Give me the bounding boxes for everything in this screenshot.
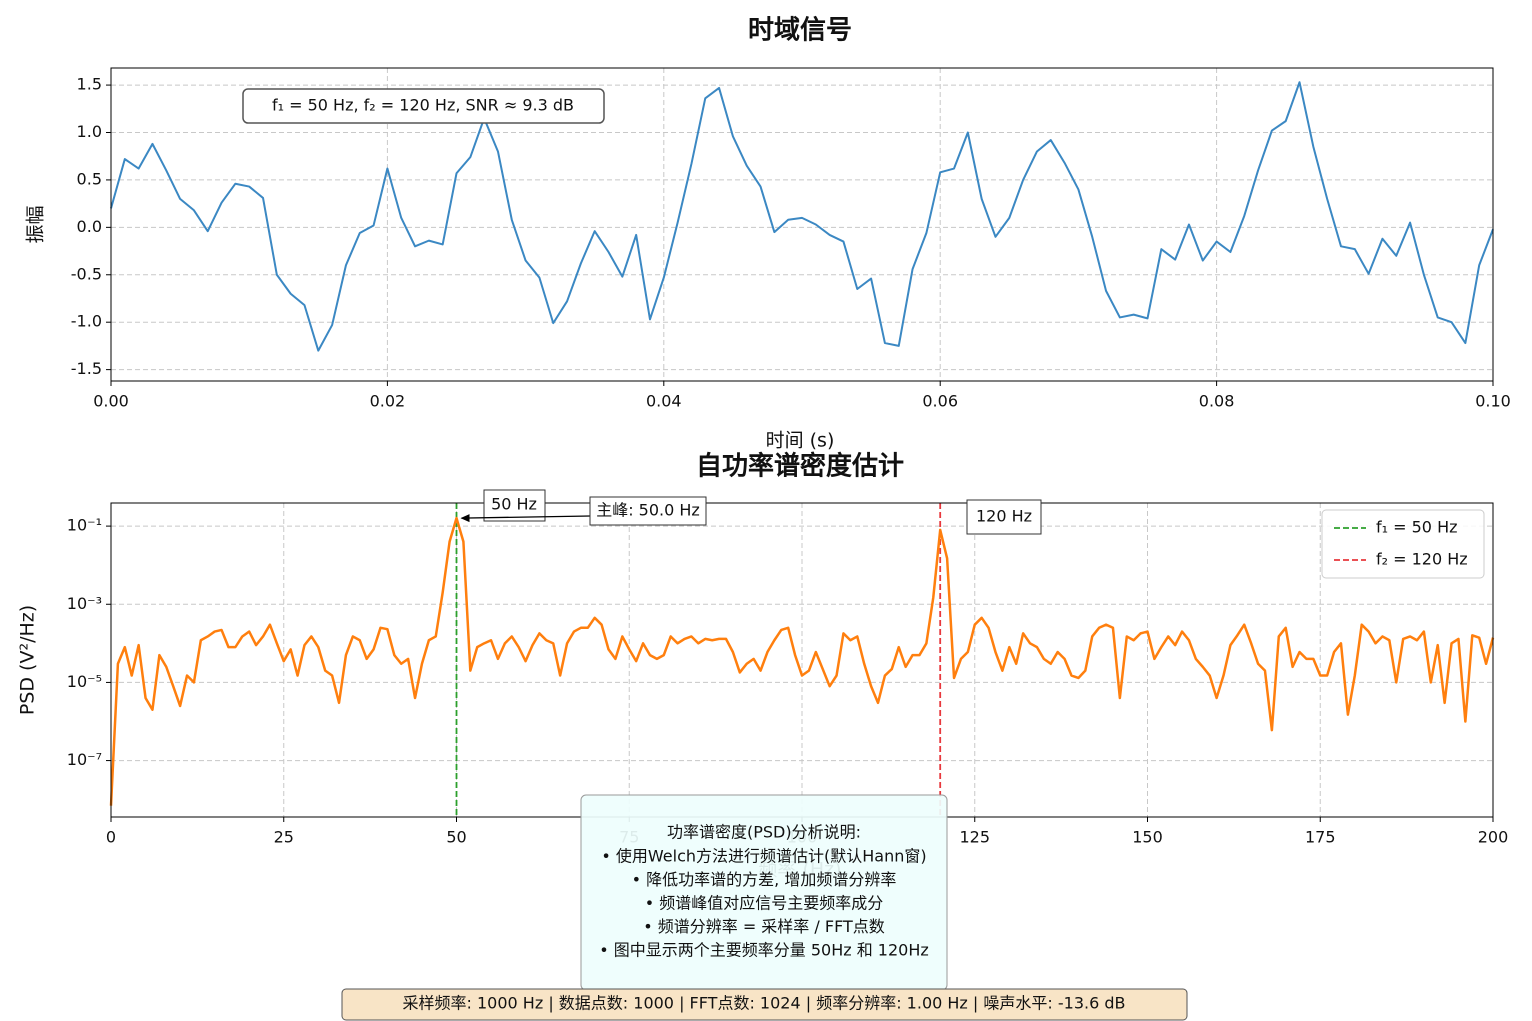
data-line — [110, 81, 1494, 352]
x-tick-label: 0.06 — [922, 392, 958, 411]
annotation-arrow — [461, 515, 591, 519]
legend-label: f₂ = 120 Hz — [1376, 550, 1468, 569]
x-tick-label: 0.00 — [93, 392, 129, 411]
y-tick-label: -1.5 — [71, 359, 102, 378]
y-tick-label: 10⁻¹ — [67, 516, 102, 535]
x-tick-label: 0.02 — [370, 392, 406, 411]
y-tick-label: 1.0 — [77, 122, 102, 141]
annotation: f₁ = 50 Hz, f₂ = 120 Hz, SNR ≈ 9.3 dB — [272, 96, 574, 115]
x-tick-label: 125 — [959, 828, 990, 847]
y-tick-label: 10⁻⁵ — [67, 672, 102, 691]
annotation: 主峰: 50.0 Hz — [596, 501, 700, 520]
footer: 采样频率: 1000 Hz | 数据点数: 1000 | FFT点数: 1024… — [403, 994, 1126, 1013]
legend-label: f₁ = 50 Hz — [1376, 518, 1458, 537]
x-tick-label: 175 — [1305, 828, 1336, 847]
note-title: 功率谱密度(PSD)分析说明: — [667, 823, 861, 842]
note-line: • 使用Welch方法进行频谱估计(默认Hann窗) — [601, 847, 926, 866]
note-line: • 图中显示两个主要频率分量 50Hz 和 120Hz — [599, 941, 929, 960]
x-tick-label: 0.08 — [1199, 392, 1235, 411]
note-line: • 频谱峰值对应信号主要频率成分 — [645, 894, 884, 913]
x-tick-label: 0.10 — [1475, 392, 1511, 411]
y-tick-label: 10⁻⁷ — [67, 750, 102, 769]
y-tick-label: 0.0 — [77, 217, 102, 236]
y-axis-label: 振幅 — [25, 205, 47, 243]
legend-box — [1321, 509, 1485, 579]
x-tick-label: 25 — [274, 828, 294, 847]
x-tick-label: 200 — [1478, 828, 1509, 847]
chart-title: 时域信号 — [748, 16, 852, 46]
y-tick-label: 0.5 — [77, 169, 102, 188]
annotation-box — [242, 88, 605, 124]
chart-title: 自功率谱密度估计 — [696, 451, 904, 482]
y-tick-label: -1.0 — [71, 312, 102, 331]
arrow-head — [460, 514, 470, 523]
y-tick-label: -0.5 — [71, 264, 102, 283]
x-tick-label: 50 — [446, 828, 466, 847]
annotation: 120 Hz — [976, 507, 1032, 526]
note-line: • 降低功率谱的方差, 增加频谱分辨率 — [632, 870, 897, 889]
x-tick-label: 0.04 — [646, 392, 682, 411]
axes-frame — [110, 67, 1494, 382]
annotation-box — [483, 489, 546, 522]
x-tick-label: 150 — [1132, 828, 1163, 847]
y-tick-label: 10⁻³ — [67, 594, 102, 613]
data-line — [109, 516, 1495, 806]
annotation-box — [966, 499, 1042, 535]
y-axis-label: PSD (V²/Hz) — [17, 605, 39, 715]
note-line: • 频谱分辨率 = 采样率 / FFT点数 — [643, 917, 885, 936]
x-tick-label: 0 — [106, 828, 116, 847]
x-axis-label: 时间 (s) — [766, 430, 835, 452]
footer-box — [341, 988, 1188, 1021]
annotation-box — [589, 496, 707, 526]
y-tick-label: 1.5 — [77, 75, 102, 94]
annotation: 50 Hz — [491, 495, 537, 514]
